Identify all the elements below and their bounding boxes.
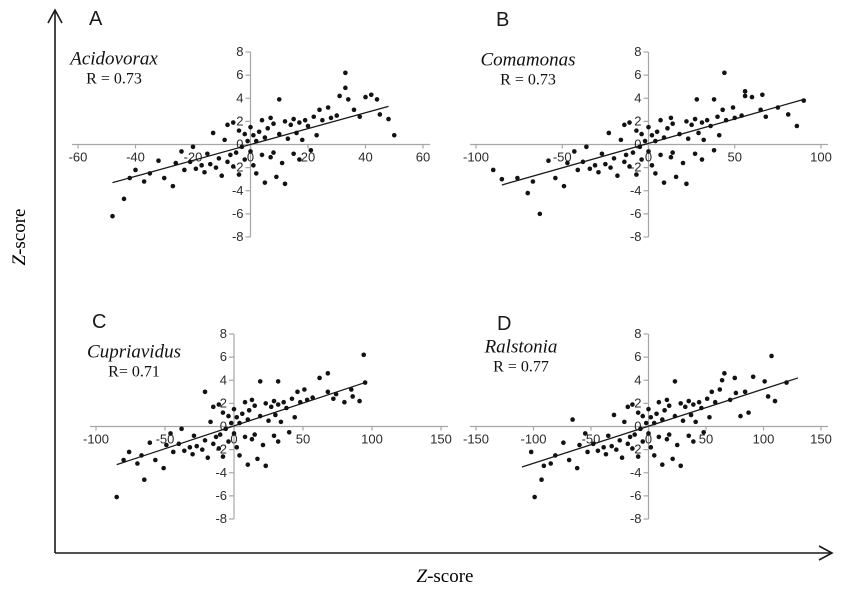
svg-text:-6: -6	[215, 488, 227, 503]
svg-text:-4: -4	[630, 465, 642, 480]
svg-text:0: 0	[634, 419, 641, 434]
panel-b-genus-label: Comamonas	[480, 49, 576, 71]
panel-b-caption: Comamonas R = 0.73	[480, 49, 576, 90]
svg-text:6: 6	[634, 67, 641, 82]
svg-text:6: 6	[236, 67, 243, 82]
svg-text:20: 20	[301, 150, 315, 165]
svg-text:-2: -2	[232, 160, 244, 175]
svg-text:-4: -4	[232, 183, 244, 198]
svg-text:4: 4	[236, 90, 243, 105]
svg-text:-8: -8	[630, 511, 642, 526]
svg-text:2: 2	[236, 113, 243, 128]
svg-text:0: 0	[645, 150, 652, 165]
svg-text:-8: -8	[232, 229, 244, 244]
svg-text:-150: -150	[463, 432, 489, 447]
svg-text:-2: -2	[630, 442, 642, 457]
svg-text:100: 100	[810, 150, 832, 165]
panel-a-genus-label: Acidovorax	[70, 48, 158, 70]
svg-text:8: 8	[634, 44, 641, 59]
svg-text:-40: -40	[126, 150, 145, 165]
svg-text:-60: -60	[69, 150, 88, 165]
svg-text:-100: -100	[463, 150, 489, 165]
svg-text:0: 0	[236, 137, 243, 152]
svg-text:-4: -4	[215, 465, 227, 480]
panel-b-r-value: R = 0.73	[500, 71, 556, 89]
svg-text:0: 0	[230, 432, 237, 447]
svg-text:-100: -100	[520, 432, 546, 447]
svg-text:0: 0	[247, 150, 254, 165]
svg-text:0: 0	[220, 419, 227, 434]
svg-text:4: 4	[220, 372, 227, 387]
svg-text:-6: -6	[232, 206, 244, 221]
panel-b-letter: B	[496, 9, 510, 31]
panel-d-caption: Ralstonia R = 0.77	[484, 336, 558, 377]
x-axis-arrowhead-icon	[818, 545, 834, 561]
panel-c-r-value: R= 0.71	[108, 363, 160, 381]
svg-text:-2: -2	[215, 442, 227, 457]
panel-c-caption: Cupriavidus R= 0.71	[87, 341, 181, 382]
svg-text:8: 8	[220, 326, 227, 341]
svg-text:8: 8	[634, 326, 641, 341]
svg-text:0: 0	[634, 137, 641, 152]
svg-text:150: 150	[430, 432, 452, 447]
svg-text:60: 60	[416, 150, 430, 165]
svg-text:4: 4	[634, 90, 641, 105]
svg-text:150: 150	[810, 432, 832, 447]
panel-a-caption: Acidovorax R = 0.73	[70, 48, 158, 89]
svg-text:-8: -8	[215, 511, 227, 526]
svg-text:8: 8	[236, 44, 243, 59]
svg-text:50: 50	[699, 432, 713, 447]
x-axis-label: Z-score	[416, 566, 474, 587]
panel-c-letter: C	[92, 311, 107, 333]
svg-text:4: 4	[634, 372, 641, 387]
svg-text:40: 40	[358, 150, 372, 165]
svg-text:-100: -100	[83, 432, 109, 447]
panel-a-r-value: R = 0.73	[86, 70, 142, 88]
svg-text:2: 2	[634, 113, 641, 128]
svg-text:6: 6	[220, 349, 227, 364]
svg-text:100: 100	[753, 432, 775, 447]
svg-text:-2: -2	[630, 160, 642, 175]
svg-text:2: 2	[220, 395, 227, 410]
panel-d-r-value: R = 0.77	[493, 358, 549, 376]
y-axis-arrowhead-icon	[47, 8, 63, 24]
panel-c-genus-label: Cupriavidus	[87, 341, 181, 363]
svg-text:50: 50	[296, 432, 310, 447]
panel-d-letter: D	[497, 313, 512, 335]
svg-text:-8: -8	[630, 229, 642, 244]
svg-text:6: 6	[634, 349, 641, 364]
svg-text:50: 50	[728, 150, 742, 165]
svg-text:-6: -6	[630, 488, 642, 503]
svg-text:-4: -4	[630, 183, 642, 198]
svg-text:0: 0	[645, 432, 652, 447]
panel-a-letter: A	[89, 8, 103, 30]
panel-d-genus-label: Ralstonia	[484, 336, 558, 358]
svg-text:-6: -6	[630, 206, 642, 221]
svg-text:100: 100	[361, 432, 383, 447]
svg-text:2: 2	[634, 395, 641, 410]
y-axis-label: Z-score	[9, 208, 30, 266]
